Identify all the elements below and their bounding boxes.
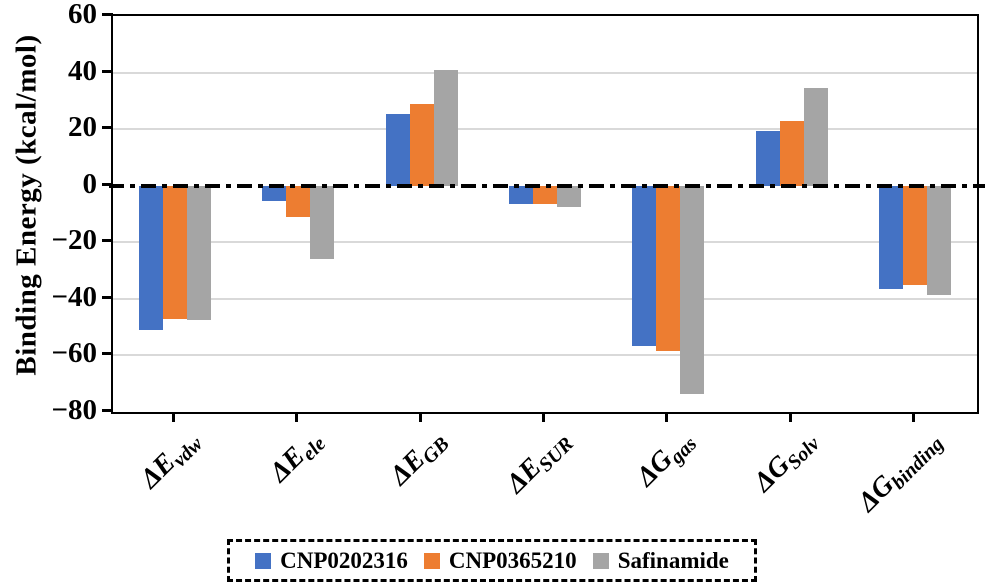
gridline — [113, 241, 977, 244]
legend-swatch-cnp0365210 — [423, 552, 440, 569]
x-tick — [912, 413, 916, 422]
bar-cnp0202316-7 — [879, 185, 904, 289]
bar-cnp0202316-1 — [138, 185, 163, 330]
bar-cnp0365210-6 — [779, 120, 804, 186]
x-tick — [665, 413, 669, 422]
legend-item: CNP0202316 — [255, 548, 408, 574]
bar-cnp0202316-6 — [755, 130, 780, 186]
bar-cnp0365210-7 — [903, 185, 928, 285]
bar-cnp0202316-2 — [262, 185, 287, 202]
zero-baseline — [109, 183, 985, 188]
legend: CNP0202316 CNP0365210 Safinamide — [227, 539, 757, 582]
bar-cnp0365210-4 — [533, 185, 557, 205]
x-category-label: ΔEele — [264, 424, 331, 491]
y-tick — [102, 352, 113, 356]
y-tick-label: 60 — [68, 0, 97, 30]
y-tick — [102, 13, 113, 16]
bar-cnp0202316-4 — [509, 185, 533, 205]
bar-cnp0365210-3 — [409, 103, 434, 186]
y-tick-label: −20 — [51, 224, 97, 257]
legend-label: CNP0202316 — [280, 547, 408, 573]
y-tick — [102, 295, 113, 299]
legend-swatch-cnp0202316 — [255, 552, 272, 569]
x-category-label: ΔESUR — [500, 424, 579, 503]
y-tick — [102, 409, 113, 412]
x-category-label: ΔGgas — [630, 424, 702, 496]
legend-swatch-safinamide — [592, 552, 609, 569]
bar-cnp0365210-2 — [286, 185, 311, 217]
x-category-label: ΔGbinding — [851, 424, 948, 521]
x-category-label-subscript: binding — [887, 432, 948, 494]
legend-item: Safinamide — [592, 547, 729, 574]
bar-safinamide-7 — [927, 185, 952, 295]
bar-cnp0202316-5 — [632, 185, 657, 346]
legend-item: CNP0365210 — [423, 547, 577, 574]
x-tick — [418, 413, 422, 422]
x-tick — [171, 413, 175, 422]
y-tick-label: 20 — [68, 111, 97, 144]
bar-safinamide-5 — [680, 185, 705, 394]
y-tick — [102, 182, 113, 186]
y-tick — [102, 239, 113, 243]
bar-cnp0365210-1 — [162, 185, 187, 319]
gridline — [113, 354, 977, 357]
y-tick-label: 40 — [68, 54, 97, 87]
y-tick-label: −80 — [51, 394, 97, 426]
y-tick-label: −40 — [51, 280, 97, 313]
legend-label: Safinamide — [617, 547, 729, 573]
gridline — [113, 297, 977, 300]
gridline — [113, 128, 977, 131]
bar-safinamide-2 — [310, 185, 335, 260]
x-tick — [295, 413, 299, 422]
plot-area — [109, 14, 985, 414]
gridline — [113, 71, 977, 74]
x-tick — [542, 413, 545, 422]
x-category-label: ΔEGB — [384, 424, 455, 495]
bar-safinamide-1 — [186, 185, 211, 321]
x-category-label: ΔEvdw — [134, 424, 208, 498]
x-tick — [788, 413, 792, 422]
bar-safinamide-4 — [557, 185, 581, 207]
y-tick — [102, 69, 113, 73]
y-tick-label: 0 — [82, 167, 98, 200]
bar-cnp0202316-3 — [385, 113, 410, 186]
bar-safinamide-3 — [433, 69, 458, 186]
y-tick — [102, 126, 113, 130]
bar-safinamide-6 — [803, 88, 828, 186]
y-tick-label: −60 — [51, 337, 97, 370]
legend-label: CNP0365210 — [448, 547, 577, 573]
bar-cnp0365210-5 — [656, 185, 681, 352]
x-category-label: ΔGSolv — [748, 424, 825, 501]
